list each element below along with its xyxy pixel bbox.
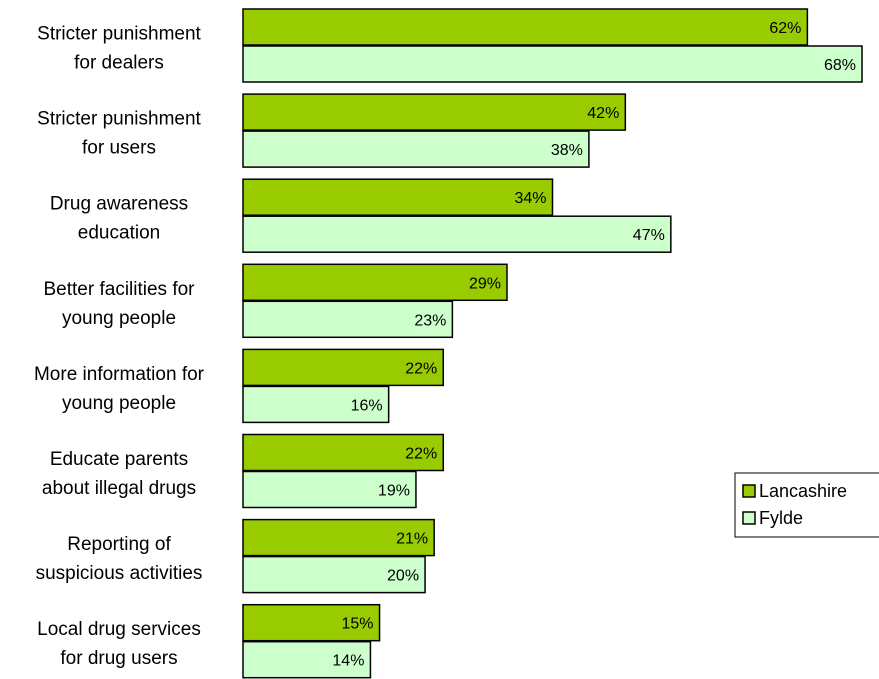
data-label-lancashire: 15% bbox=[342, 616, 374, 633]
legend: Lancashire Fylde bbox=[734, 472, 879, 538]
category-label-line: for drug users bbox=[60, 648, 177, 669]
category-label-line: Drug awareness bbox=[50, 194, 188, 215]
category-label-line: suspicious activities bbox=[36, 563, 203, 584]
category-label: More information for young people bbox=[34, 364, 205, 414]
data-label-fylde: 16% bbox=[351, 397, 383, 414]
data-label-fylde: 14% bbox=[332, 653, 364, 670]
category-label-line: Educate parents bbox=[50, 449, 188, 470]
bar-fylde bbox=[242, 470, 417, 509]
bar-lancashire bbox=[242, 263, 508, 302]
category-label-line: Better facilities for bbox=[44, 279, 196, 300]
legend-frame bbox=[734, 472, 879, 538]
data-label-lancashire: 34% bbox=[514, 190, 546, 207]
data-label-lancashire: 42% bbox=[587, 105, 619, 122]
category-label-line: Reporting of bbox=[67, 534, 171, 555]
bar-lancashire bbox=[242, 603, 381, 642]
category-label: Better facilities for young people bbox=[44, 279, 196, 329]
category-label-line: Local drug services bbox=[37, 619, 201, 640]
bar-fylde bbox=[242, 130, 590, 168]
category-label-line: education bbox=[78, 223, 160, 244]
category-label-line: about illegal drugs bbox=[42, 478, 196, 499]
bar-lancashire bbox=[242, 433, 445, 472]
legend-label-fylde: Fylde bbox=[759, 508, 803, 528]
category-label-line: Stricter punishment bbox=[37, 109, 201, 130]
data-label-fylde: 23% bbox=[414, 312, 446, 329]
bar-lancashire bbox=[242, 178, 554, 216]
bar-fylde bbox=[242, 215, 672, 253]
category-label: Educate parents about illegal drugs bbox=[42, 449, 196, 499]
data-label-lancashire: 29% bbox=[469, 275, 501, 292]
data-label-fylde: 19% bbox=[378, 483, 410, 500]
data-label-fylde: 47% bbox=[633, 227, 665, 244]
category-label-line: More information for bbox=[34, 364, 205, 385]
legend-swatch-lancashire bbox=[742, 484, 756, 498]
category-label: Stricter punishment for dealers bbox=[37, 24, 201, 74]
category-label-line: young people bbox=[62, 393, 176, 414]
category-label: Drug awareness education bbox=[50, 194, 188, 244]
category-label-line: for users bbox=[82, 138, 156, 159]
bar-fylde bbox=[242, 45, 863, 83]
data-label-lancashire: 62% bbox=[769, 20, 801, 37]
category-label-line: for dealers bbox=[74, 53, 164, 74]
data-label-fylde: 20% bbox=[387, 568, 419, 585]
bar-fylde bbox=[242, 385, 390, 424]
bar-lancashire bbox=[242, 348, 445, 387]
bar-fylde bbox=[242, 640, 372, 679]
bar-lancashire bbox=[242, 93, 627, 131]
bar-fylde bbox=[242, 555, 426, 594]
data-label-lancashire: 21% bbox=[396, 531, 428, 548]
data-label-fylde: 68% bbox=[824, 57, 856, 74]
category-label-line: young people bbox=[62, 308, 176, 329]
category-label: Reporting of suspicious activities bbox=[36, 534, 203, 584]
legend-swatch-fylde bbox=[742, 511, 756, 525]
category-label-line: Stricter punishment bbox=[37, 24, 201, 45]
bars-layer: 62% 68% 42% 38% 34% 47% 29% 23% 22% 16% 22% 19% 21% 2… bbox=[242, 8, 863, 679]
bar-fylde bbox=[242, 300, 454, 339]
category-label: Stricter punishment for users bbox=[37, 109, 201, 159]
bar-lancashire bbox=[242, 518, 435, 557]
data-label-lancashire: 22% bbox=[405, 360, 437, 377]
legend-label-lancashire: Lancashire bbox=[759, 481, 847, 501]
bar-lancashire bbox=[242, 8, 809, 46]
data-label-lancashire: 22% bbox=[405, 446, 437, 463]
category-label: Local drug services for drug users bbox=[37, 619, 201, 669]
data-label-fylde: 38% bbox=[551, 142, 583, 159]
